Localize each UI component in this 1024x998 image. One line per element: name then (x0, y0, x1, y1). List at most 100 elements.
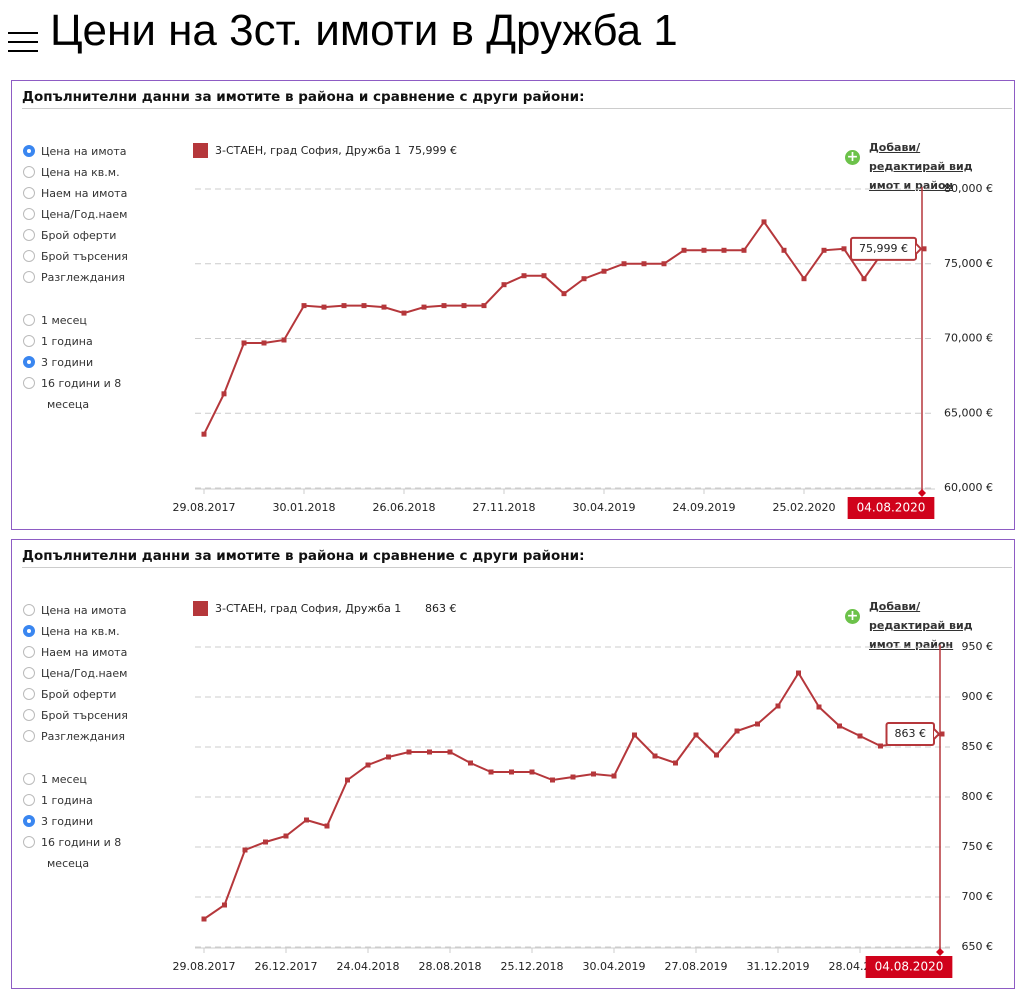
metric-option[interactable]: Брой оферти (41, 687, 117, 701)
period-radio[interactable] (23, 314, 35, 326)
legend-value: 863 € (425, 602, 457, 615)
point (701, 247, 707, 253)
metric-option[interactable]: Цена на имота (41, 603, 127, 617)
point (741, 247, 747, 253)
y-tick-label: 950 € (962, 640, 994, 653)
x-tick-label: 25.02.2020 (773, 501, 836, 514)
period-radio[interactable] (23, 815, 35, 827)
period-radio[interactable] (23, 356, 35, 368)
add-icon[interactable]: + (845, 149, 860, 165)
x-tick-label: 31.12.2019 (747, 960, 810, 973)
point (570, 774, 576, 780)
point (734, 728, 740, 734)
period-option[interactable]: 1 месец (41, 772, 87, 786)
metric-option[interactable]: Разглеждания (41, 729, 126, 743)
point (263, 839, 268, 845)
y-tick-label: 65,000 € (944, 406, 993, 419)
panel-heading: Допълнителни данни за имотите в района и… (22, 89, 585, 105)
point (761, 219, 767, 225)
add-link[interactable]: Добави/редактирай вид имот и район (869, 600, 973, 651)
metric-option[interactable]: Разглеждания (41, 270, 126, 284)
point (386, 754, 391, 760)
metric-radio[interactable] (23, 271, 35, 283)
point (939, 731, 945, 737)
period-radio[interactable] (23, 377, 35, 389)
point (521, 273, 527, 279)
point (301, 303, 307, 309)
point (801, 276, 807, 282)
metric-option[interactable]: Цена на кв.м. (41, 624, 120, 638)
point (861, 276, 867, 282)
period-option[interactable]: 16 години и 8 месеца (41, 835, 122, 870)
period-radio[interactable] (23, 836, 35, 848)
period-option[interactable]: 16 години и 8 месеца (41, 376, 122, 411)
point (681, 247, 687, 253)
point (461, 303, 467, 309)
period-option[interactable]: 1 месец (41, 313, 87, 327)
metric-radio[interactable] (23, 646, 35, 658)
metric-radio[interactable] (23, 145, 35, 157)
current-date-label: 04.08.2020 (875, 960, 944, 974)
y-tick-label: 700 € (962, 890, 994, 903)
metric-radio[interactable] (23, 625, 35, 637)
metric-radio[interactable] (23, 229, 35, 241)
period-radio[interactable] (23, 773, 35, 785)
point (878, 743, 883, 749)
point (541, 273, 547, 279)
point (796, 670, 801, 676)
current-date-box (847, 497, 935, 519)
panel-frame (11, 539, 1015, 989)
point (550, 777, 555, 783)
metric-option[interactable]: Наем на имота (41, 645, 128, 659)
period-radio[interactable] (23, 335, 35, 347)
point (406, 749, 412, 755)
x-tick-label: 26.06.2018 (373, 501, 436, 514)
point (488, 769, 494, 775)
period-option[interactable]: 3 години (41, 814, 94, 828)
metric-option[interactable]: Цена/Год.наем (41, 666, 128, 680)
add-link[interactable]: Добави/редактирай вид имот и район (869, 141, 973, 192)
menu-icon[interactable] (8, 32, 38, 52)
page-title: Цени на 3ст. имоти в Дружба 1 (50, 6, 678, 55)
point (468, 760, 473, 766)
y-tick-label: 70,000 € (944, 332, 993, 345)
cursor-diamond (936, 948, 944, 956)
metric-option[interactable]: Брой търсения (41, 249, 128, 263)
metric-radio[interactable] (23, 166, 35, 178)
point (652, 753, 658, 759)
point (621, 261, 627, 267)
metric-option[interactable]: Цена на кв.м. (41, 165, 120, 179)
metric-radio[interactable] (23, 250, 35, 262)
x-tick-label: 28.08.2018 (419, 960, 482, 973)
metric-radio[interactable] (23, 208, 35, 220)
period-option[interactable]: 3 години (41, 355, 94, 369)
point (755, 721, 760, 727)
point (447, 749, 453, 755)
metric-option[interactable]: Брой търсения (41, 708, 128, 722)
legend-swatch (193, 601, 208, 616)
metric-option[interactable]: Наем на имота (41, 186, 128, 200)
metric-radio[interactable] (23, 688, 35, 700)
metric-radio[interactable] (23, 604, 35, 616)
add-icon[interactable]: + (845, 608, 860, 624)
period-option[interactable]: 1 година (41, 334, 93, 348)
metric-radio[interactable] (23, 709, 35, 721)
point (421, 304, 427, 310)
point (427, 749, 432, 755)
metric-radio[interactable] (23, 730, 35, 742)
series-line (203, 671, 943, 920)
point (481, 303, 487, 309)
point (222, 902, 227, 908)
metric-radio[interactable] (23, 187, 35, 199)
point (361, 303, 367, 309)
metric-option[interactable]: Цена/Год.наем (41, 207, 128, 221)
point (693, 732, 699, 738)
metric-radio[interactable] (23, 667, 35, 679)
period-option[interactable]: 1 година (41, 793, 93, 807)
period-radio[interactable] (23, 794, 35, 806)
metric-option[interactable]: Брой оферти (41, 228, 117, 242)
metric-option[interactable]: Цена на имота (41, 144, 127, 158)
current-date-box (865, 956, 953, 978)
